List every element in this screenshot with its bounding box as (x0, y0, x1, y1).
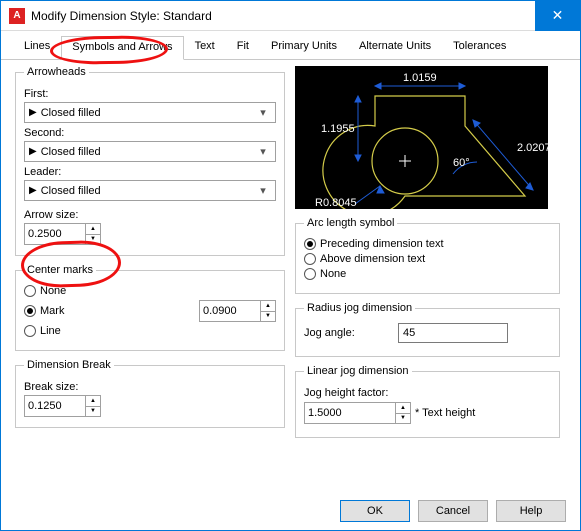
first-arrowhead-combo[interactable]: ▶ Closed filled ▾ (24, 102, 276, 123)
arrow-size-label: Arrow size: (24, 209, 276, 221)
leader-arrowhead-value: Closed filled (41, 185, 255, 197)
arrowheads-group: Arrowheads First: ▶ Closed filled ▾ Seco… (15, 66, 285, 256)
center-marks-group: Center marks None Mark ▲▼ Line (15, 264, 285, 351)
centermark-line-radio[interactable] (24, 325, 36, 337)
arclen-preceding-radio[interactable] (304, 238, 316, 250)
first-label: First: (24, 88, 276, 100)
jog-height-label: Jog height factor: (304, 387, 551, 399)
leader-arrowhead-combo[interactable]: ▶ Closed filled ▾ (24, 180, 276, 201)
spin-up-icon[interactable]: ▲ (86, 224, 100, 235)
centermark-mark-label: Mark (40, 305, 64, 317)
app-icon: A (9, 8, 25, 24)
window-title: Modify Dimension Style: Standard (31, 9, 535, 23)
tab-alternate-units[interactable]: Alternate Units (348, 35, 442, 59)
spin-down-icon[interactable]: ▼ (396, 414, 410, 424)
spin-down-icon[interactable]: ▼ (86, 407, 100, 417)
arc-length-group: Arc length symbol Preceding dimension te… (295, 217, 560, 294)
arclen-above-radio[interactable] (304, 253, 316, 265)
arclen-none-radio[interactable] (304, 268, 316, 280)
radius-jog-group: Radius jog dimension Jog angle: (295, 302, 560, 357)
tab-strip: Lines Symbols and Arrows Text Fit Primar… (1, 31, 580, 60)
dimension-break-group: Dimension Break Break size: ▲▼ (15, 359, 285, 428)
centermark-mark-radio[interactable] (24, 305, 36, 317)
centermark-size-input[interactable] (200, 301, 260, 321)
arrow-size-spinner[interactable]: ▲▼ (24, 223, 101, 245)
spin-up-icon[interactable]: ▲ (86, 396, 100, 407)
second-arrowhead-combo[interactable]: ▶ Closed filled ▾ (24, 141, 276, 162)
leader-label: Leader: (24, 166, 276, 178)
tab-symbols-arrows[interactable]: Symbols and Arrows (61, 36, 183, 60)
arrow-size-input[interactable] (25, 224, 85, 244)
arrowheads-legend: Arrowheads (24, 66, 89, 78)
jog-angle-label: Jog angle: (304, 327, 394, 339)
linear-jog-legend: Linear jog dimension (304, 365, 412, 377)
jog-height-spinner[interactable]: ▲▼ (304, 402, 411, 424)
spin-down-icon[interactable]: ▼ (261, 312, 275, 322)
first-arrowhead-value: Closed filled (41, 107, 255, 119)
break-size-spinner[interactable]: ▲▼ (24, 395, 101, 417)
tab-primary-units[interactable]: Primary Units (260, 35, 348, 59)
second-label: Second: (24, 127, 276, 139)
chevron-down-icon: ▾ (255, 145, 271, 158)
arc-length-legend: Arc length symbol (304, 217, 397, 229)
break-size-input[interactable] (25, 396, 85, 416)
tab-fit[interactable]: Fit (226, 35, 260, 59)
spin-down-icon[interactable]: ▼ (86, 235, 100, 245)
centermark-size-spinner[interactable]: ▲▼ (199, 300, 276, 322)
arclen-none-label: None (320, 268, 346, 280)
svg-text:2.0207: 2.0207 (517, 142, 548, 154)
title-bar: A Modify Dimension Style: Standard ✕ (1, 1, 580, 31)
dimension-break-legend: Dimension Break (24, 359, 114, 371)
svg-text:1.1955: 1.1955 (321, 123, 355, 135)
spin-up-icon[interactable]: ▲ (261, 301, 275, 312)
second-arrowhead-value: Closed filled (41, 146, 255, 158)
svg-text:1.0159: 1.0159 (403, 72, 437, 84)
radius-jog-legend: Radius jog dimension (304, 302, 415, 314)
help-button[interactable]: Help (496, 500, 566, 522)
chevron-down-icon: ▾ (255, 106, 271, 119)
tab-lines[interactable]: Lines (13, 35, 61, 59)
jog-height-input[interactable] (305, 403, 395, 423)
arclen-preceding-label: Preceding dimension text (320, 238, 444, 250)
centermark-none-radio[interactable] (24, 285, 36, 297)
tab-text[interactable]: Text (184, 35, 226, 59)
jog-height-suffix: * Text height (415, 407, 475, 419)
dialog-buttons: OK Cancel Help (340, 500, 566, 522)
dimension-preview: 1.0159 1.1955 2.0207 60° R0.8045 (295, 66, 548, 209)
spin-up-icon[interactable]: ▲ (396, 403, 410, 414)
arrow-icon: ▶ (29, 185, 37, 196)
svg-text:R0.8045: R0.8045 (315, 197, 357, 209)
arclen-above-label: Above dimension text (320, 253, 425, 265)
centermark-none-label: None (40, 285, 66, 297)
break-size-label: Break size: (24, 381, 276, 393)
center-marks-legend: Center marks (24, 264, 96, 276)
arrow-icon: ▶ (29, 146, 37, 157)
arrow-icon: ▶ (29, 107, 37, 118)
ok-button[interactable]: OK (340, 500, 410, 522)
chevron-down-icon: ▾ (255, 184, 271, 197)
centermark-line-label: Line (40, 325, 61, 337)
tab-tolerances[interactable]: Tolerances (442, 35, 517, 59)
jog-angle-input[interactable] (398, 323, 508, 343)
svg-text:60°: 60° (453, 157, 470, 169)
linear-jog-group: Linear jog dimension Jog height factor: … (295, 365, 560, 438)
close-button[interactable]: ✕ (535, 1, 580, 31)
cancel-button[interactable]: Cancel (418, 500, 488, 522)
